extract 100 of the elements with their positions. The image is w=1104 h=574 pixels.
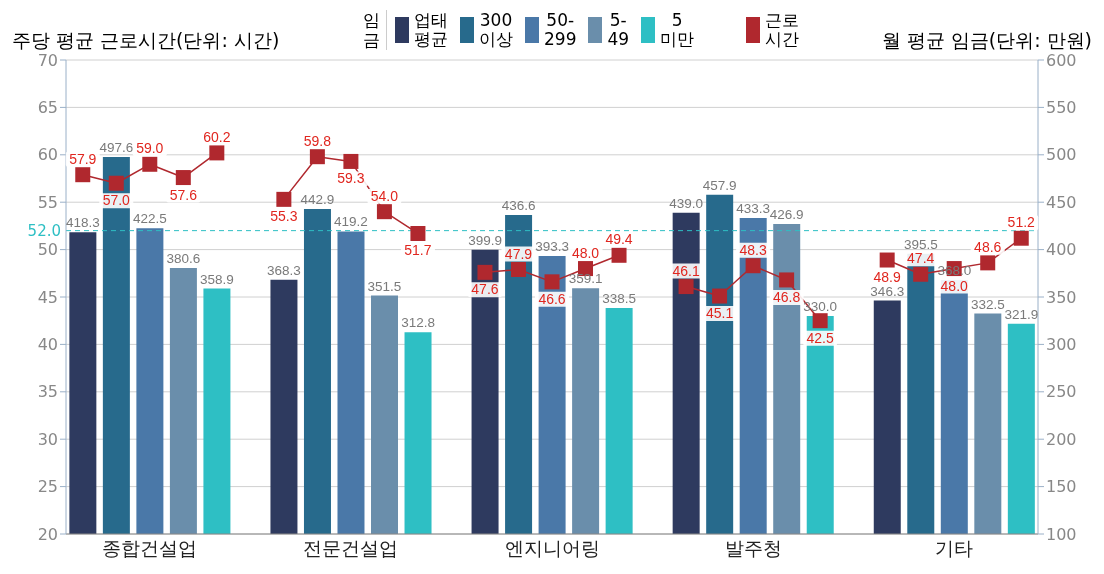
point (913, 266, 929, 282)
data-label: 57.6 (169, 186, 198, 203)
data-label: 47.6 (471, 281, 499, 298)
y-tick-label: 20 (37, 524, 58, 544)
data-label: 359.1 (568, 271, 603, 287)
legend-label: 300 이상 (479, 10, 513, 49)
point (108, 175, 124, 191)
legend-label: 50- 299 (544, 10, 577, 49)
data-label: 358.9 (200, 271, 234, 287)
data-label: 59.0 (136, 140, 164, 157)
legend-label: 5- 49 (607, 10, 630, 49)
data-label: 368.0 (937, 262, 972, 278)
y2-tick-label: 450 (1046, 192, 1077, 212)
y2-tick-label: 250 (1046, 382, 1077, 402)
point (611, 247, 627, 263)
point (175, 170, 191, 186)
y-tick-label: 25 (37, 477, 58, 497)
data-label: 48.9 (873, 269, 902, 286)
data-label: 51.2 (1007, 214, 1036, 231)
data-label: 346.3 (870, 283, 905, 299)
point (879, 252, 895, 268)
legend-label: 근로 시간 (765, 10, 800, 49)
data-label: 439.0 (669, 195, 704, 211)
x-tick-label: 기타 (935, 537, 974, 560)
y-tick-label: 45 (37, 287, 58, 307)
data-label: 321.9 (1004, 306, 1039, 322)
point (544, 274, 560, 290)
point (980, 255, 996, 271)
point (510, 262, 526, 278)
data-label: 54.0 (370, 187, 399, 204)
data-label: 59.8 (303, 132, 332, 149)
point (75, 167, 91, 183)
data-label: 51.7 (404, 242, 432, 259)
data-label: 419.2 (334, 214, 368, 230)
data-label: 47.4 (907, 250, 935, 267)
point (712, 288, 728, 304)
data-label: 338.5 (602, 290, 637, 306)
y2-axis-title: 월 평균 임금(단위: 만원) (881, 28, 1092, 53)
data-label: 60.2 (203, 128, 231, 145)
point (376, 204, 392, 220)
y2-tick-label: 550 (1046, 98, 1077, 118)
point (477, 264, 493, 280)
x-tick-label: 전문건설업 (303, 537, 399, 560)
data-label: 422.5 (132, 211, 167, 227)
y2-tick-label: 400 (1046, 240, 1077, 260)
y-tick-label: 50 (37, 240, 58, 260)
y-tick-label: 55 (37, 192, 58, 212)
y-tick-label: 65 (37, 98, 58, 118)
data-label: 55.3 (270, 208, 298, 225)
y-tick-label: 60 (37, 145, 58, 165)
y2-tick-label: 150 (1046, 477, 1077, 497)
data-label: 418.3 (65, 215, 100, 231)
legend-title: 임금 (363, 10, 380, 50)
y-tick-label: 35 (37, 382, 58, 402)
data-label: 399.9 (468, 232, 502, 248)
x-tick-label: 종합건설업 (102, 537, 198, 560)
data-label: 368.3 (267, 262, 301, 278)
point (309, 149, 325, 165)
y2-tick-label: 200 (1046, 429, 1077, 449)
data-label: 48.3 (739, 241, 767, 258)
point (812, 313, 828, 329)
data-label: 59.3 (337, 170, 365, 187)
y2-tick-label: 300 (1046, 335, 1077, 355)
point (678, 279, 694, 295)
y2-tick-label: 100 (1046, 524, 1077, 544)
data-label: 395.5 (903, 236, 938, 252)
point (779, 272, 795, 288)
data-label: 436.6 (501, 197, 536, 213)
data-label: 380.6 (166, 250, 201, 266)
y2-tick-label: 600 (1046, 50, 1077, 70)
data-label: 457.9 (702, 177, 737, 193)
point (209, 145, 225, 161)
y-tick-label: 40 (37, 335, 58, 355)
ref-line-label: 52.0 (27, 221, 61, 240)
data-label: 46.6 (538, 290, 566, 307)
point (745, 258, 761, 274)
data-label: 351.5 (367, 278, 402, 294)
x-tick-label: 발주청 (724, 537, 782, 560)
data-label: 49.4 (605, 231, 633, 248)
point (1013, 230, 1029, 246)
legend-label: 5 미만 (660, 10, 695, 49)
data-label: 48.0 (571, 244, 600, 261)
data-label: 48.6 (974, 238, 1002, 255)
data-label: 57.0 (102, 192, 131, 209)
point (343, 153, 359, 169)
data-label: 497.6 (99, 140, 134, 156)
point (276, 191, 292, 207)
y-tick-label: 30 (37, 429, 58, 449)
data-label: 332.5 (970, 296, 1005, 312)
data-label: 47.9 (504, 245, 533, 262)
data-label: 42.5 (806, 329, 834, 346)
data-label: 45.1 (705, 305, 734, 322)
point (142, 156, 158, 172)
data-label: 46.1 (672, 262, 700, 279)
y2-tick-label: 350 (1046, 287, 1077, 307)
data-label: 46.8 (773, 288, 801, 305)
data-label: 433.3 (736, 201, 771, 217)
legend-label: 업태 평균 (414, 10, 448, 49)
data-label: 393.3 (535, 238, 569, 254)
data-label: 57.9 (69, 150, 97, 167)
